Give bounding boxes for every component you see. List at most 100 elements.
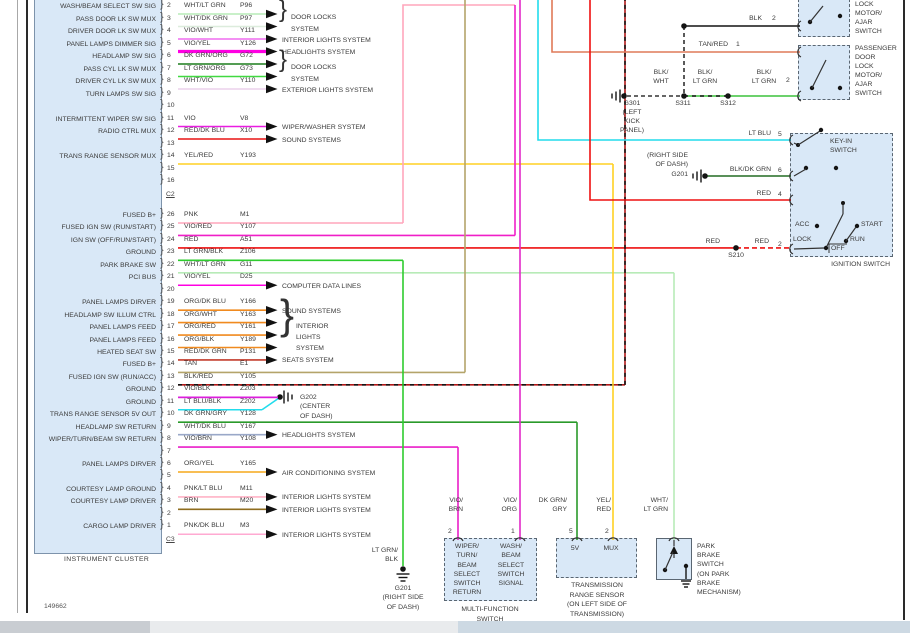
wire-tag: LT GRN/ BLK (371, 547, 398, 563)
system-label: SEATS SYSTEM (282, 357, 334, 365)
signal-label: FUSED B+ (122, 361, 156, 369)
pin-number: 5 (167, 39, 171, 47)
wire-color-code: BLK/RED (184, 372, 214, 380)
wire-tag: BLK/DK GRN (729, 166, 771, 173)
circuit-code: Z106 (240, 248, 256, 256)
system-arrow-icon (266, 505, 278, 514)
system-arrow-icon (266, 59, 278, 69)
brace-icon: } (280, 291, 295, 339)
component-label: PARK BRAKE SWITCH (ON PARK BRAKE MECHANI… (697, 543, 741, 597)
pin-number: 22 (167, 260, 175, 268)
system-arrow-icon (266, 305, 278, 315)
off-bracket (828, 243, 847, 253)
instrument-cluster-label: INSTRUMENT CLUSTER (64, 556, 150, 563)
signal-label: PANEL LAMPS DIRVER (82, 299, 156, 307)
circuit-code: E1 (240, 360, 249, 368)
wire-color-code: ORG/BLK (184, 335, 215, 343)
signal-label: HEADLAMP SW ILLUM CTRL (64, 311, 156, 319)
pin-bracket: } (160, 48, 164, 60)
signal-label: FUSED IGN SW (RUN/ACC) (68, 373, 156, 381)
circuit-code: M20 (240, 497, 254, 505)
junction-dot (683, 563, 689, 569)
pin-number: 9 (167, 422, 171, 430)
pin-entry-icon (607, 537, 619, 542)
pin-bracket: } (160, 10, 164, 23)
wire-color-code: ORG/RED (184, 323, 216, 331)
ground-g301 (621, 93, 627, 99)
system-label: AIR CONDITIONING SYSTEM (282, 469, 376, 477)
pin-entry-icon (789, 170, 794, 182)
pin-bracket: } (160, 173, 164, 185)
circuit-code: X10 (240, 127, 253, 134)
splice-label: S311 (675, 100, 691, 107)
pin-number: 2 (167, 2, 171, 9)
signal-label: GROUND (125, 398, 156, 406)
system-arrow-icon (266, 72, 278, 81)
wire-tag: YEL/ RED (596, 497, 611, 513)
horizontal-scrollbar[interactable] (458, 621, 910, 633)
wire-color-code: YEL/RED (184, 152, 214, 159)
signal-label: CARGO LAMP DRIVER (83, 523, 156, 531)
wire-color-code: DK GRN/GRY (184, 410, 227, 418)
component-pin-label: 5V (570, 545, 580, 552)
wire-tag: RED (756, 190, 771, 197)
wire-color-code: PNK/LT BLU (184, 484, 223, 492)
junction-dot (823, 245, 829, 251)
system-arrow-icon (266, 122, 278, 131)
switch-position-label: ACC (795, 221, 810, 228)
signal-label: TURN LAMPS SW SIG (85, 90, 156, 98)
system-label: SOUND SYSTEMS (282, 136, 341, 144)
pin-number: 5 (167, 472, 171, 480)
pin-bracket: } (160, 219, 164, 232)
circuit-code: Y193 (240, 152, 256, 159)
signal-label: HEATED SEAT SW (97, 348, 156, 356)
circuit-code: G11 (240, 260, 253, 268)
wire-color-code: WHT/DK GRN (184, 14, 228, 22)
pin-number: 16 (167, 335, 175, 343)
signal-label: PANEL LAMPS DIMMER SIG (66, 40, 156, 48)
system-arrow-icon (266, 134, 278, 144)
pin-entry-icon (789, 243, 794, 255)
circuit-code: P96 (240, 2, 253, 9)
component-label: TRANSMISSION RANGE SENSOR (ON LEFT SIDE … (567, 582, 627, 618)
pin-bracket: } (160, 148, 164, 160)
switch-contact (664, 551, 674, 571)
circuit-code: M1 (240, 211, 250, 218)
pin-number: 2 (605, 528, 609, 535)
system-arrow-icon (266, 492, 278, 502)
sheet-number: 149662 (44, 603, 67, 610)
pin-bracket: } (160, 73, 164, 85)
wire-color-code: VIO/RED (184, 223, 212, 231)
system-arrow-icon (266, 84, 278, 94)
wire-color-code: ORG/WHT (184, 310, 217, 318)
ground-label: G202 (CENTER OF DASH) (300, 394, 333, 420)
component-label: MULTI-FUNCTION SWITCH (461, 606, 519, 623)
pin-number: 2 (772, 15, 776, 22)
pin-bracket: } (160, 98, 164, 110)
system-label: EXTERIOR LIGHTS SYSTEM (282, 86, 374, 94)
trans-range-sensor-box (556, 538, 637, 578)
pin-number: 26 (167, 211, 175, 218)
wire-ltblu-keyin (537, 0, 791, 141)
pin-number: 8 (167, 77, 171, 84)
instrument-cluster-box (34, 0, 162, 554)
pin-number: 7 (167, 447, 171, 455)
pin-number: 12 (167, 127, 175, 134)
pin-bracket: } (160, 480, 164, 493)
wire-tag: RED (705, 238, 720, 245)
pin-bracket: } (160, 493, 164, 506)
system-arrow-icon (266, 47, 278, 56)
pin-bracket: } (160, 356, 164, 369)
splice-s312 (725, 93, 731, 99)
system-label: INTERIOR LIGHTS SYSTEM (296, 323, 329, 353)
signal-label: INTERMITTENT WIPER SW SIG (55, 115, 156, 123)
pin-entry-icon (514, 537, 526, 542)
pin-entry-icon (668, 537, 680, 542)
wire-color-code: VIO/YEL (184, 39, 211, 47)
ignition-switch-box (790, 133, 893, 257)
splice-s210 (733, 245, 739, 251)
component-pin-label: MUX (603, 545, 619, 552)
wire (845, 226, 857, 242)
pin-entry-icon (452, 537, 464, 542)
